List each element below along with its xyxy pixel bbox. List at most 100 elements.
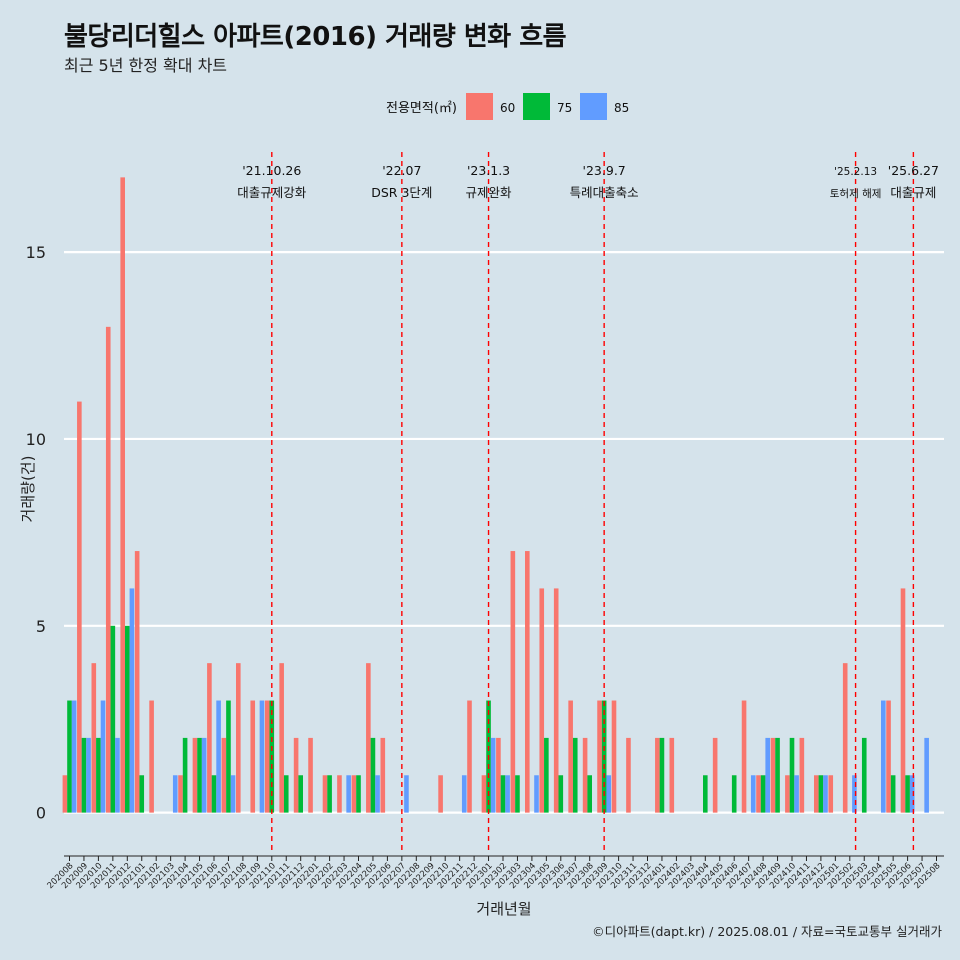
bar-60 xyxy=(467,700,472,813)
bar-75 xyxy=(703,775,708,813)
bar-60 xyxy=(149,700,154,813)
bar-60 xyxy=(553,588,559,813)
event-date: '22.07 xyxy=(382,163,421,178)
bar-85 xyxy=(404,775,409,813)
bar-75 xyxy=(731,775,737,813)
bar-60 xyxy=(178,775,183,813)
bar-75 xyxy=(197,737,202,813)
bar-60 xyxy=(741,700,747,813)
bar-85 xyxy=(881,700,886,813)
bar-85 xyxy=(375,775,380,813)
bar-85 xyxy=(129,588,135,813)
bar-75 xyxy=(298,775,303,813)
bar-60 xyxy=(105,326,111,813)
bar-60 xyxy=(814,775,819,813)
bar-60 xyxy=(308,737,313,813)
bar-60 xyxy=(351,775,357,813)
legend-swatch-60 xyxy=(466,93,493,120)
bar-85 xyxy=(765,737,770,813)
y-tick-label: 10 xyxy=(26,430,46,449)
bar-85 xyxy=(823,775,828,813)
y-axis-label: 거래량(건) xyxy=(19,456,37,523)
bar-60 xyxy=(192,737,198,813)
bar-60 xyxy=(337,775,342,813)
bar-85 xyxy=(505,775,510,813)
bar-85 xyxy=(201,737,207,813)
event-date: '23.1.3 xyxy=(467,163,510,178)
bar-60 xyxy=(669,737,675,813)
bar-60 xyxy=(886,700,891,813)
legend: 전용면적(㎡) 60 75 85 xyxy=(386,93,629,120)
bar-85 xyxy=(794,775,799,813)
bar-60 xyxy=(120,177,125,813)
bar-75 xyxy=(587,775,592,813)
bar-60 xyxy=(900,588,906,813)
bar-75 xyxy=(182,737,188,813)
bar-60 xyxy=(366,663,371,813)
bar-85 xyxy=(86,737,91,813)
bar-60 xyxy=(221,737,227,813)
bar-85 xyxy=(461,775,467,813)
bar-75 xyxy=(659,737,665,813)
gridlines xyxy=(64,251,944,814)
bar-60 xyxy=(207,663,212,813)
bar-60 xyxy=(770,737,776,813)
bar-85 xyxy=(346,775,351,813)
bar-75 xyxy=(81,737,87,813)
bar-85 xyxy=(259,700,265,813)
bar-60 xyxy=(582,737,588,813)
legend-label-60: 60 xyxy=(500,101,515,115)
bar-85 xyxy=(852,775,857,813)
legend-label-75: 75 xyxy=(557,101,572,115)
bar-60 xyxy=(496,737,501,813)
bar-85 xyxy=(606,775,612,813)
bar-85 xyxy=(172,775,178,813)
bar-60 xyxy=(626,737,631,813)
bar-60 xyxy=(438,775,443,813)
event-date: '21.10.26 xyxy=(242,163,301,178)
bar-85 xyxy=(100,700,106,813)
bar-85 xyxy=(216,700,221,813)
bar-75 xyxy=(861,737,867,813)
bar-60 xyxy=(322,775,328,813)
bar-60 xyxy=(799,737,805,813)
bar-75 xyxy=(283,775,289,813)
bar-60 xyxy=(842,663,848,813)
y-tick-label: 15 xyxy=(26,243,46,262)
bar-75 xyxy=(775,737,780,813)
bar-60 xyxy=(611,700,617,813)
event-label: 규제완화 xyxy=(466,185,513,200)
bar-60 xyxy=(264,700,270,813)
bar-85 xyxy=(924,737,929,813)
bar-60 xyxy=(236,663,241,813)
bar-75 xyxy=(370,737,376,813)
legend-swatch-85 xyxy=(580,93,607,120)
bar-60 xyxy=(134,551,140,813)
bar-85 xyxy=(750,775,756,813)
event-label: 대출규제 xyxy=(890,185,936,200)
bar-60 xyxy=(481,775,487,813)
bar-85 xyxy=(115,737,120,813)
bar-75 xyxy=(558,775,564,813)
bar-75 xyxy=(226,700,231,813)
bar-75 xyxy=(125,625,130,813)
bar-60 xyxy=(828,775,834,813)
bar-75 xyxy=(110,625,116,813)
bar-60 xyxy=(91,663,97,813)
chart-subtitle: 최근 5년 한정 확대 차트 xyxy=(64,56,228,75)
bar-75 xyxy=(67,700,72,813)
bar-60 xyxy=(293,737,299,813)
bar-60 xyxy=(380,737,386,813)
bar-60 xyxy=(279,663,284,813)
legend-label-85: 85 xyxy=(614,101,629,115)
event-label: 특례대출축소 xyxy=(570,185,639,200)
bar-75 xyxy=(905,775,910,813)
bar-75 xyxy=(356,775,361,813)
bar-60 xyxy=(250,700,256,813)
bar-60 xyxy=(62,775,68,813)
bar-75 xyxy=(789,737,795,813)
bar-60 xyxy=(655,737,660,813)
event-date: '25.2.13 xyxy=(834,166,877,178)
bar-75 xyxy=(572,737,578,813)
